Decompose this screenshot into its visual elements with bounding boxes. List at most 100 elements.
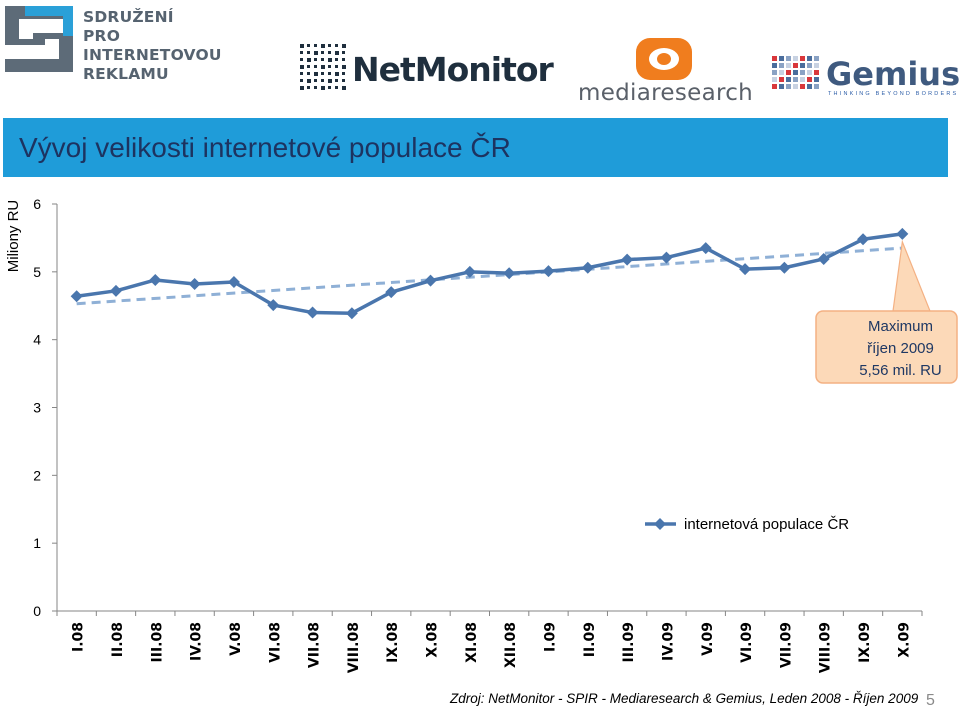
netmonitor-dot <box>342 72 345 75</box>
data-point <box>621 253 634 266</box>
netmonitor-dot <box>321 79 324 82</box>
netmonitor-dot <box>335 44 338 47</box>
netmonitor-dot <box>300 86 304 90</box>
netmonitor-dot <box>321 65 325 69</box>
x-tick-label: II.08 <box>110 622 126 657</box>
x-tick-label: II.09 <box>582 622 598 657</box>
netmonitor-dot <box>300 72 303 75</box>
x-tick-label: IX.09 <box>857 622 873 663</box>
x-tick-label: VII.08 <box>307 622 323 668</box>
y-tick-label: 2 <box>33 467 41 483</box>
x-tick-label: VIII.09 <box>818 622 834 673</box>
x-tick-label: I.09 <box>542 622 558 652</box>
spir-logo: SDRUŽENÍ PRO INTERNETOVOU REKLAMU <box>5 4 255 83</box>
gemius-dot <box>793 70 798 75</box>
callout-pointer <box>892 239 931 312</box>
data-point <box>857 233 870 246</box>
y-tick-label: 6 <box>33 196 41 212</box>
y-axis-label: Miliony RU <box>5 200 22 273</box>
data-point <box>188 278 201 291</box>
data-point <box>660 251 673 264</box>
gemius-grid-icon <box>772 56 819 89</box>
gemius-dot <box>779 70 784 75</box>
netmonitor-dot <box>300 58 303 61</box>
netmonitor-dot <box>328 79 332 83</box>
gemius-dot <box>807 84 812 89</box>
x-tick-label: IV.09 <box>660 622 676 661</box>
data-point <box>778 261 791 274</box>
y-tick-label: 1 <box>33 535 41 551</box>
x-tick-label: IX.08 <box>385 622 401 663</box>
y-tick-label: 0 <box>33 603 41 619</box>
callout-box <box>815 310 958 384</box>
legend-swatch-marker <box>654 518 666 530</box>
gemius-dot <box>814 56 819 61</box>
gemius-dot <box>786 70 791 75</box>
x-tick-label: VI.09 <box>739 622 755 663</box>
gemius-dot <box>779 56 784 61</box>
netmonitor-grid-icon <box>300 44 346 90</box>
legend-label: internetová populace ČR <box>684 516 849 533</box>
netmonitor-dot <box>300 51 303 54</box>
page-title: Vývoj velikosti internetové populace ČR <box>19 132 511 163</box>
x-tick-label: V.09 <box>700 622 716 656</box>
gemius-dot <box>772 63 777 68</box>
data-point <box>109 284 122 297</box>
gemius-dot <box>800 77 805 82</box>
y-tick-label: 3 <box>33 400 41 416</box>
gemius-dot <box>793 63 798 68</box>
gemius-dot <box>807 56 812 61</box>
data-point <box>345 307 358 320</box>
gemius-logo: Gemius THINKING BEYOND BORDERS <box>772 54 960 100</box>
data-point <box>424 274 437 287</box>
data-point <box>896 227 909 240</box>
netmonitor-dot <box>314 51 318 55</box>
x-tick-label: VI.08 <box>267 622 283 663</box>
spir-line-1: SDRUŽENÍ <box>83 8 174 26</box>
netmonitor-dot <box>328 51 331 54</box>
callout-text-line: 5,56 mil. RU <box>859 362 942 379</box>
mediaresearch-logo: mediaresearch <box>578 38 753 110</box>
netmonitor-dot <box>328 44 331 47</box>
y-tick-label: 5 <box>33 264 41 280</box>
netmonitor-dot <box>321 86 325 90</box>
gemius-dot <box>793 77 798 82</box>
gemius-dot <box>793 84 798 89</box>
gemius-dot <box>786 84 791 89</box>
netmonitor-dot <box>307 58 311 62</box>
spir-line-2: PRO INTERNETOVOU <box>83 27 222 64</box>
netmonitor-dot <box>335 51 339 55</box>
netmonitor-dot <box>314 58 317 61</box>
gemius-dot <box>800 56 805 61</box>
gemius-dot <box>779 77 784 82</box>
gemius-dot <box>814 70 819 75</box>
netmonitor-dot <box>321 58 324 61</box>
netmonitor-dot <box>300 65 304 69</box>
netmonitor-dot <box>328 72 331 75</box>
netmonitor-dot <box>314 86 317 89</box>
x-tick-label: I.08 <box>71 622 87 652</box>
x-tick-label: III.09 <box>621 622 637 662</box>
gemius-dot <box>779 63 784 68</box>
netmonitor-dot <box>335 58 338 61</box>
x-tick-label: VII.09 <box>778 622 794 668</box>
callout-text-line: Maximum <box>868 318 933 335</box>
gemius-dot <box>807 63 812 68</box>
netmonitor-dot <box>342 86 346 90</box>
gemius-wordmark: Gemius <box>826 55 960 93</box>
gemius-dot <box>800 84 805 89</box>
netmonitor-dot <box>342 65 346 69</box>
x-tick-label: III.08 <box>149 622 165 662</box>
gemius-dot <box>814 77 819 82</box>
netmonitor-wordmark: NetMonitor <box>352 50 554 89</box>
netmonitor-dot <box>321 44 325 48</box>
netmonitor-dot <box>328 86 331 89</box>
gemius-dot <box>779 84 784 89</box>
data-point <box>542 265 555 278</box>
gemius-dot <box>800 70 805 75</box>
x-tick-label: V.08 <box>228 622 244 656</box>
netmonitor-dot <box>321 72 324 75</box>
data-point <box>739 263 752 276</box>
spir-line-3: REKLAMU <box>83 65 169 83</box>
x-tick-label: XII.08 <box>503 622 519 668</box>
